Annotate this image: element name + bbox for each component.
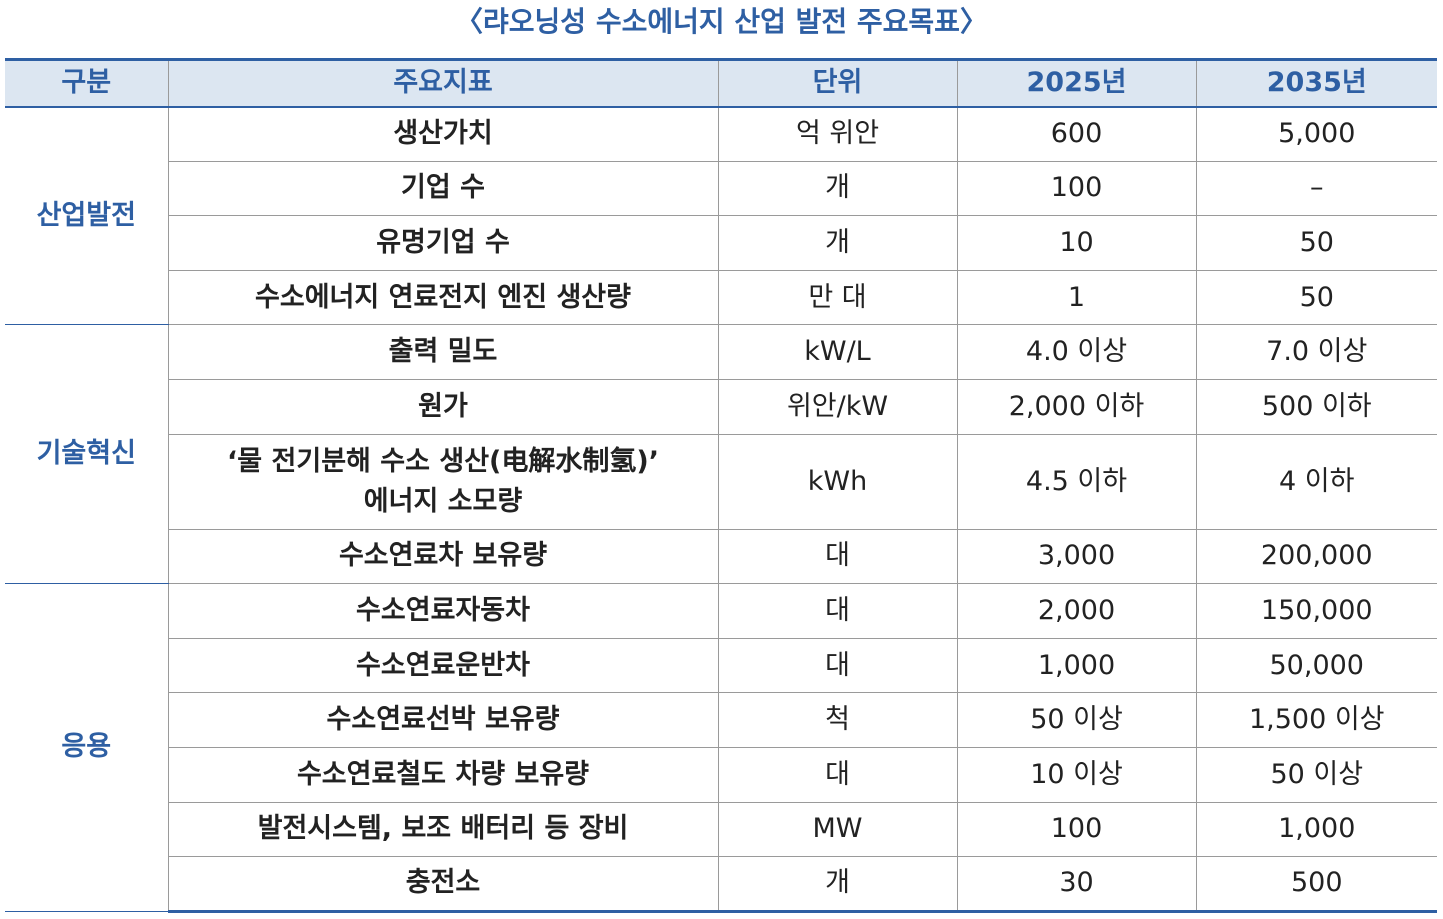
value-cell: 1 (956, 269, 1197, 326)
value-cell: 억 위안 (717, 106, 958, 162)
row: 유명기업 수 개 10 50 (5, 215, 1437, 271)
value-cell: 500 이하 (1195, 378, 1437, 435)
value-cell: 100 (956, 801, 1197, 858)
value-cell: 1,000 (1195, 801, 1437, 858)
value-cell: 척 (717, 692, 958, 748)
value-cell: 4.5 이하 (956, 433, 1197, 530)
value-cell: 200,000 (1195, 528, 1437, 585)
row: 산업발전 생산가치 억 위안 600 5,000 (5, 105, 1437, 326)
indicator-cell: 생산가치 (167, 106, 719, 162)
value-cell: 대 (717, 528, 958, 585)
value-cell: 개 (717, 160, 958, 217)
value-cell: 2,000 이하 (956, 378, 1197, 435)
value-cell: 4 이하 (1195, 433, 1437, 530)
value-cell: 3,000 (956, 528, 1197, 585)
row: 기술혁신 출력 밀도 kW/L 4.0 이상 7.0 이상 (5, 324, 1437, 585)
title: 〈랴오닝성 수소에너지 산업 발전 주요목표〉 (455, 5, 988, 38)
header-cell: 구분 (5, 58, 169, 108)
row: ‘물 전기분해 수소 생산(电解水制氢)’ 에너지 소모량 kWh 4.5 이하 4 … (5, 433, 1437, 530)
value-cell: 1,500 이상 (1195, 692, 1437, 748)
indicator-cell: 수소연료자동차 (167, 583, 719, 639)
value-cell: 개 (717, 856, 958, 913)
indicator-cell: 수소연료운반차 (167, 637, 719, 694)
value-cell: kWh (717, 433, 958, 530)
row: 수소연료선박 보유량 척 50 이상 1,500 이상 (5, 692, 1437, 748)
indicator-cell: 출력 밀도 (167, 324, 719, 380)
indicator-cell: ‘물 전기분해 수소 생산(电解水制氢)’ 에너지 소모량 (167, 433, 719, 530)
value-cell: 10 이상 (956, 746, 1197, 803)
indicator-cell: 수소에너지 연료전지 엔진 생산량 (167, 269, 719, 326)
value-cell: 10 (956, 215, 1197, 271)
indicator-cell: 기업 수 (167, 160, 719, 217)
header-row: 구분 주요지표 단위 2025년 2035년 (5, 58, 1437, 108)
row: 수소연료철도 차량 보유량 대 10 이상 50 이상 (5, 746, 1437, 803)
indicator-cell: 수소연료차 보유량 (167, 528, 719, 585)
row: 수소연료운반차 대 1,000 50,000 (5, 637, 1437, 694)
value-cell: 50 (1195, 215, 1437, 271)
group-cell: 산업발전 (5, 105, 169, 326)
value-cell: 30 (956, 856, 1197, 913)
value-cell: 7.0 이상 (1195, 324, 1437, 380)
indicator-cell: 원가 (167, 378, 719, 435)
value-cell: 100 (956, 160, 1197, 217)
value-cell: 50 이상 (1195, 746, 1437, 803)
indicator-cell: 수소연료선박 보유량 (167, 692, 719, 748)
row: 발전시스템, 보조 배터리 등 장비 MW 100 1,000 (5, 801, 1437, 858)
value-cell: 대 (717, 637, 958, 694)
indicator-cell: 수소연료철도 차량 보유량 (167, 746, 719, 803)
group-cell: 기술혁신 (5, 324, 169, 585)
value-cell: 만 대 (717, 269, 958, 326)
group-cell: 응용 (5, 583, 169, 912)
header-cell: 2025년 (956, 58, 1197, 108)
value-cell: 1,000 (956, 637, 1197, 694)
value-cell: 600 (956, 106, 1197, 162)
value-cell: 50 (1195, 269, 1437, 326)
value-cell: 위안/kW (717, 378, 958, 435)
value-cell: 대 (717, 583, 958, 639)
value-cell: kW/L (717, 324, 958, 380)
value-cell: 500 (1195, 856, 1437, 913)
value-cell: – (1195, 160, 1437, 217)
value-cell: 대 (717, 746, 958, 803)
value-cell: 50,000 (1195, 637, 1437, 694)
row: 수소연료차 보유량 대 3,000 200,000 (5, 528, 1437, 585)
row: 충전소 개 30 500 (5, 856, 1437, 913)
header-cell: 주요지표 (167, 58, 719, 108)
value-cell: 4.0 이상 (956, 324, 1197, 380)
value-cell: 150,000 (1195, 583, 1437, 639)
row: 원가 위안/kW 2,000 이하 500 이하 (5, 378, 1437, 435)
value-cell: 개 (717, 215, 958, 271)
value-cell: 50 이상 (956, 692, 1197, 748)
row: 기업 수 개 100– (5, 160, 1437, 217)
indicator-cell: 유명기업 수 (167, 215, 719, 271)
header-cell: 단위 (717, 58, 958, 108)
row: 응용 수소연료자동차 대 2,000 150,000 (5, 583, 1437, 912)
indicator-cell: 충전소 (167, 856, 719, 913)
indicator-cell: 발전시스템, 보조 배터리 등 장비 (167, 801, 719, 858)
row: 수소에너지 연료전지 엔진 생산량 만 대 1 50 (5, 269, 1437, 326)
value-cell: 2,000 (956, 583, 1197, 639)
header-cell: 2035년 (1195, 58, 1437, 108)
value-cell: 5,000 (1195, 106, 1437, 162)
goals-table: 구분 주요지표 단위 2025년 2035년 산업발전 생산가치 억 위안 600 5,000 기업… (5, 58, 1437, 913)
value-cell: MW (717, 801, 958, 858)
